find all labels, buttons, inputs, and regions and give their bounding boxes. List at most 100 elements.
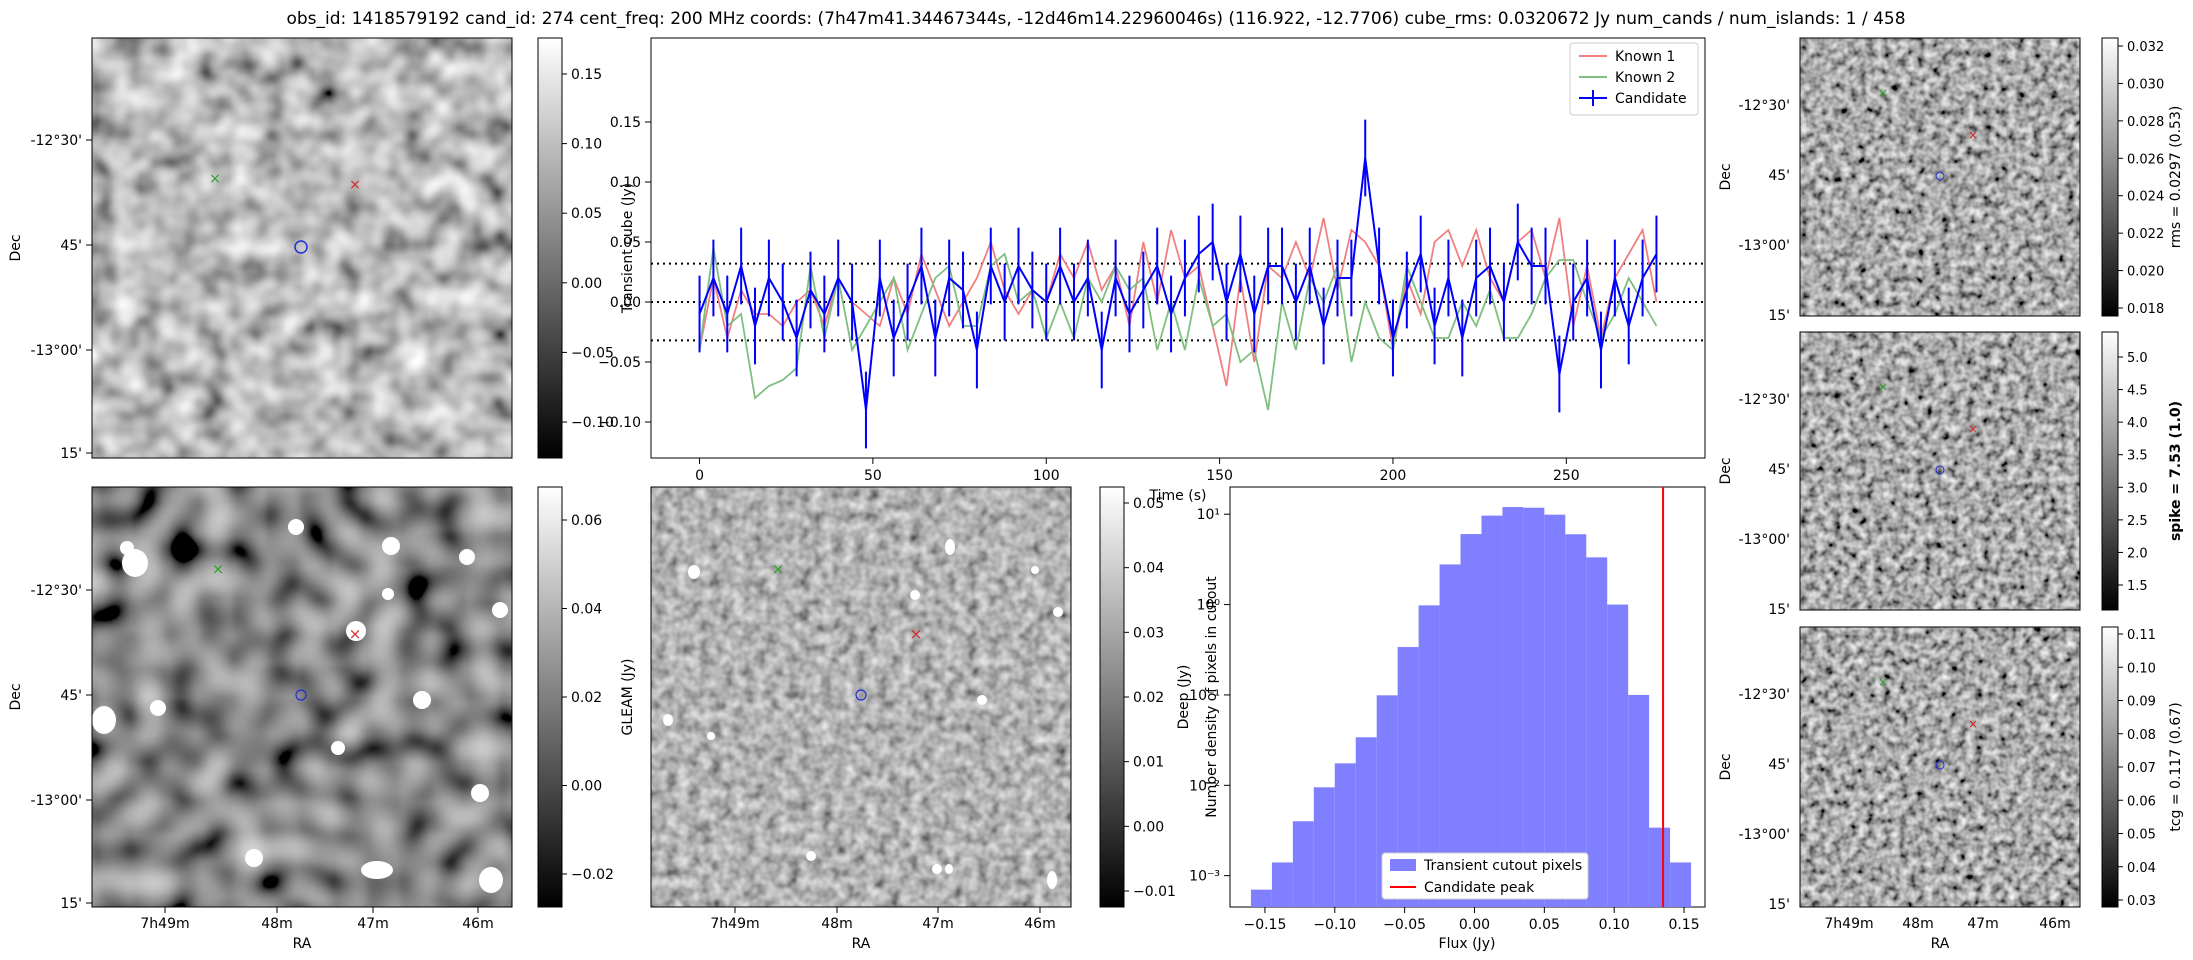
known-1-marker: × [349, 177, 361, 193]
gleam-xlabel: RA [293, 936, 312, 952]
colorbar-tick-label: 0.05 [1133, 496, 1164, 512]
ra-tick-label: 48m [1902, 916, 1933, 932]
transient-colorbar [537, 37, 563, 459]
colorbar-tick-label: 3.5 [2127, 449, 2148, 464]
colorbar-tick-label: 0.11 [2127, 628, 2156, 643]
dec-tick-label: -13°00' [30, 793, 82, 809]
ra-tick-label: 7h49m [710, 916, 759, 932]
y-tick-label: 10⁻³ [1189, 869, 1220, 885]
y-tick-label: 0.15 [610, 115, 641, 131]
dec-tick-label: 15' [60, 446, 82, 462]
lightcurve-ylabel: Transient cube (Jy) [620, 183, 636, 314]
y-tick-label: 0.05 [610, 235, 641, 251]
x-tick-label: 0.15 [1668, 917, 1699, 933]
dec-tick-label: 45' [1768, 168, 1790, 184]
gleam-colorbar [537, 486, 563, 908]
colorbar-tick-label: 0.02 [1133, 690, 1164, 706]
transient-ylabel: Dec [8, 234, 24, 261]
y-tick-label: −0.05 [598, 355, 641, 371]
colorbar-tick-label: 0.032 [2127, 40, 2164, 55]
colorbar-tick-label: 2.5 [2127, 514, 2148, 529]
colorbar-tick-label: 0.04 [571, 602, 602, 618]
colorbar-tick-label: 5.0 [2127, 351, 2148, 366]
candidate-marker [295, 689, 307, 701]
known-2-marker: × [1878, 675, 1888, 689]
gleam-panel: × × -12°30' 45' -13°00' 15' 7h49m 48m 47… [8, 486, 636, 952]
colorbar-tick-label: 4.5 [2127, 384, 2148, 399]
dec-tick-label: -12°30' [30, 133, 82, 149]
histogram-bar [1544, 514, 1566, 907]
colorbar-tick-label: 0.08 [2127, 728, 2156, 743]
candidate-marker [1935, 465, 1945, 475]
gleam-colorbar-ticks: 0.06 0.04 0.02 0.00 −0.02 [562, 513, 614, 883]
legend-candidate: Candidate [1615, 91, 1687, 107]
x-tick-label: 50 [864, 468, 882, 484]
x-tick-label: 100 [1033, 468, 1060, 484]
colorbar-tick-label: 0.00 [571, 276, 602, 292]
known-1-marker: × [1968, 717, 1978, 731]
colorbar-tick-label: 0.10 [2127, 661, 2156, 676]
dec-tick-label: -13°00' [1738, 532, 1790, 548]
colorbar-tick-label: 0.00 [1133, 819, 1164, 835]
colorbar-tick-label: 0.018 [2127, 302, 2164, 317]
histogram-bar [1439, 564, 1461, 907]
histogram-bar [1250, 889, 1272, 907]
dec-tick-label: -12°30' [1738, 98, 1790, 114]
histogram-bar [1418, 605, 1440, 907]
tcg-xlabel: RA [1931, 936, 1950, 952]
colorbar-tick-label: 0.020 [2127, 265, 2164, 280]
colorbar-tick-label: 0.15 [571, 67, 602, 83]
dec-tick-label: -12°30' [1738, 687, 1790, 703]
gleam-ylabel: Dec [8, 683, 24, 710]
dec-tick-label: -13°00' [30, 343, 82, 359]
colorbar-tick-label: 0.03 [1133, 625, 1164, 641]
dec-tick-label: 15' [60, 896, 82, 912]
ra-tick-label: 47m [357, 916, 388, 932]
dec-tick-label: -13°00' [1738, 827, 1790, 843]
deep-xlabel: RA [852, 936, 871, 952]
colorbar-tick-label: 0.022 [2127, 227, 2164, 242]
deep-sources [663, 539, 1063, 889]
histogram-bar [1334, 763, 1356, 907]
x-tick-label: 0.00 [1459, 917, 1490, 933]
colorbar-tick-label: 4.0 [2127, 416, 2148, 431]
x-tick-label: 0.10 [1599, 917, 1630, 933]
histogram-bar [1649, 827, 1671, 907]
ra-tick-label: 7h49m [1824, 916, 1873, 932]
histogram-bar [1565, 534, 1587, 907]
spike-panel: × × -12°30' 45' -13°00' 15' Dec 5.0 4.5 4.… [1718, 331, 2184, 618]
rms-map [1800, 38, 2080, 316]
tcg-map [1800, 627, 2080, 907]
ra-tick-label: 46m [2039, 916, 2070, 932]
dec-tick-label: 45' [60, 688, 82, 704]
ra-tick-label: 47m [922, 916, 953, 932]
colorbar-tick-label: −0.10 [571, 415, 614, 431]
colorbar-tick-label: 0.06 [2127, 794, 2156, 809]
colorbar-tick-label: 0.07 [2127, 761, 2156, 776]
dec-tick-label: 15' [1768, 602, 1790, 618]
colorbar-tick-label: 1.5 [2127, 579, 2148, 594]
figure-title: obs_id: 1418579192 cand_id: 274 cent_fre… [286, 9, 1905, 29]
known-1-marker: × [349, 625, 362, 643]
transient-cube-panel: -12°30' 45' -13°00' 15' Dec × × 0.15 0.10… [8, 37, 614, 462]
gleam-ra-ticks: 7h49m 48m 47m 46m [140, 907, 494, 932]
legend-candidate-peak: Candidate peak [1424, 880, 1535, 896]
spike-ylabel: Dec [1718, 457, 1734, 484]
rms-colorbar [2101, 37, 2119, 317]
histogram-ylabel: Number density of pixels in cutout [1204, 576, 1220, 818]
candidate-marker [1935, 760, 1945, 770]
x-tick-label: 200 [1380, 468, 1407, 484]
colorbar-tick-label: −0.05 [571, 345, 614, 361]
histogram-bar [1607, 604, 1629, 907]
colorbar-tick-label: 0.05 [571, 206, 602, 222]
deep-colorbar [1099, 486, 1125, 908]
x-tick-label: −0.15 [1243, 917, 1286, 933]
colorbar-tick-label: 0.03 [2127, 894, 2156, 909]
known-1-marker: × [1968, 422, 1978, 436]
dec-tick-label: -12°30' [30, 583, 82, 599]
colorbar-tick-label: −0.02 [571, 867, 614, 883]
colorbar-tick-label: 0.05 [2127, 828, 2156, 843]
tcg-ylabel: Dec [1718, 753, 1734, 780]
colorbar-tick-label: 0.00 [571, 779, 602, 795]
